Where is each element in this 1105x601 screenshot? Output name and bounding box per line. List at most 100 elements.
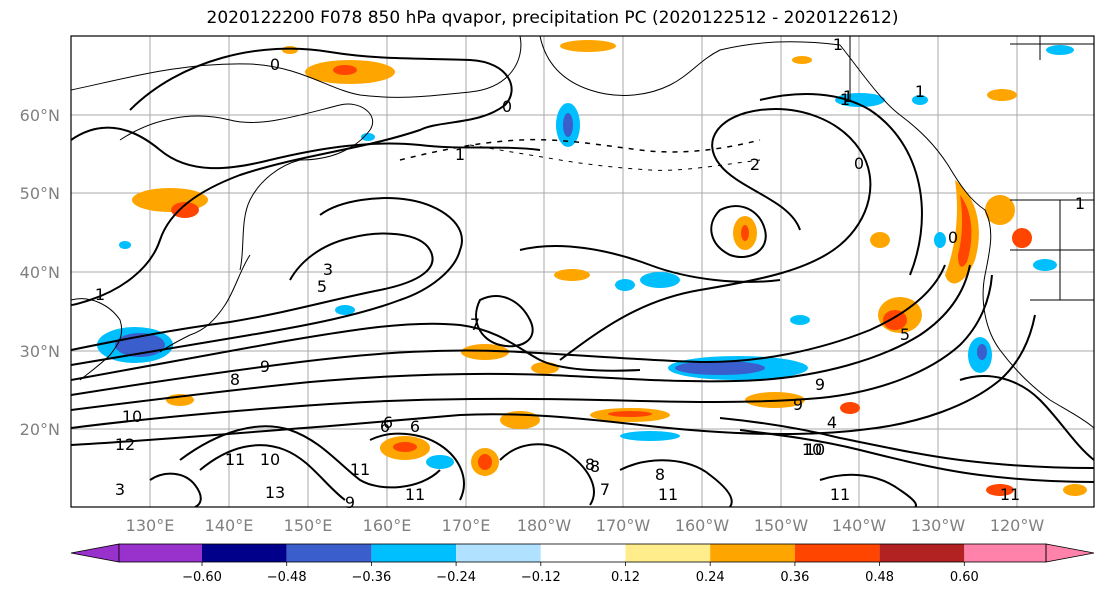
contour-line-6 (71, 264, 971, 411)
precip-positive-patch (461, 344, 509, 360)
latitude-label: 60°N (20, 106, 60, 125)
contour-value-label: 10 (122, 407, 142, 426)
precip-positive-core (883, 310, 907, 330)
longitude-labels: 130°E 140°E 150°E 160°E 170°E 180°W 170°W 160°W… (126, 516, 1045, 535)
colorbar-tick-label: 0.48 (865, 570, 894, 585)
contour-value-label: 12 (115, 435, 135, 454)
contour-value-label: 1 (840, 90, 850, 109)
contour-value-label: 1 (833, 35, 843, 54)
contour-value-label: 13 (265, 483, 285, 502)
longitude-label: 120°W (990, 516, 1045, 535)
longitude-label: 170°W (596, 516, 651, 535)
contour-line-18 (369, 432, 465, 501)
colorbar-tick-label: −0.60 (182, 570, 222, 585)
contour-line-2 (71, 232, 434, 351)
colorbar-tick-label: 0.12 (611, 570, 640, 585)
contour-value-label: 10 (805, 440, 825, 459)
contour-value-label: 10 (260, 450, 280, 469)
precip-negative-patch (426, 455, 454, 469)
contour-value-label: 8 (585, 455, 595, 474)
precip-positive-patch (560, 40, 616, 52)
precip-positive-patch (792, 56, 812, 64)
contour-value-label: 11 (658, 485, 678, 504)
precip-positive-core (741, 225, 749, 241)
contour-value-label: 8 (590, 457, 600, 476)
precip-shading (97, 40, 1087, 496)
contour-line-4 (71, 322, 641, 381)
contour-value-label: 2 (750, 155, 760, 174)
precip-positive-patch (1063, 484, 1087, 496)
colorbar-tick-label: −0.36 (351, 570, 391, 585)
latitude-labels: 60°N 50°N 40°N 30°N 20°N (20, 106, 60, 439)
coastline-north-america (839, 44, 1094, 429)
contour-value-label: 9 (793, 395, 803, 414)
contour-value-label: 3 (323, 260, 333, 279)
contour-value-label: 8 (230, 370, 240, 389)
contour-value-label: 1 (843, 87, 853, 106)
longitude-label: 140°E (205, 516, 254, 535)
longitude-label: 160°W (675, 516, 730, 535)
precip-negative-core (977, 344, 987, 360)
contour-value-label: 11 (405, 485, 425, 504)
precip-positive-core (840, 402, 860, 414)
colorbar-segment (794, 544, 880, 562)
colorbar-tick-label: 0.36 (780, 570, 809, 585)
contour-value-label: 6 (410, 417, 420, 436)
colorbar-extend-min (70, 543, 120, 563)
precip-negative-patch (640, 272, 680, 288)
precip-negative-core (563, 113, 573, 137)
precip-positive-band-core (958, 195, 972, 267)
contour-line-16 (475, 295, 534, 348)
colorbar-segment (202, 544, 287, 562)
contour-value-label: 7 (470, 315, 480, 334)
colorbar: −0.60 −0.48 −0.36 −0.24 −0.12 0.12 0.24 0.36 0.4… (70, 543, 1095, 585)
contour-value-label: 9 (815, 375, 825, 394)
contour-value-label: 1 (1075, 194, 1085, 213)
contour-value-label: 1 (915, 82, 925, 101)
precip-negative-patch (119, 241, 131, 249)
longitude-label: 150°W (754, 516, 809, 535)
contour-value-label: 9 (345, 493, 355, 512)
contour-line-23 (959, 375, 1094, 461)
precip-negative-patch (790, 315, 810, 325)
contour-value-label: 9 (260, 357, 270, 376)
colorbar-segment (371, 544, 457, 562)
precip-negative-patch (912, 95, 928, 105)
map-title: 2020122200 F078 850 hPa qvapor, precipit… (206, 8, 899, 28)
longitude-label: 180°W (517, 516, 572, 535)
contour-line-22 (149, 472, 202, 507)
contour-value-label: 0 (502, 97, 512, 116)
coastline-aleutians (469, 144, 761, 171)
contour-value-label: 11 (1000, 485, 1020, 504)
precip-positive-core (478, 454, 492, 470)
contour-line-10 (199, 444, 346, 501)
colorbar-segment (286, 544, 372, 562)
contour-value-label: 11 (830, 485, 850, 504)
precip-positive-core (171, 202, 199, 218)
colorbar-extend-max (1045, 543, 1095, 563)
contour-value-label: 6 (380, 417, 390, 436)
coastline-alaska-west (539, 36, 841, 96)
province-borders (1010, 36, 1094, 60)
colorbar-outline (118, 543, 1047, 563)
contour-line-17 (710, 205, 767, 258)
contour-value-label: 1 (95, 285, 105, 304)
precip-negative-patch (615, 279, 635, 291)
coastline-japan (159, 254, 251, 353)
state-borders (1010, 199, 1094, 301)
contour-value-label: 10 (802, 440, 822, 459)
longitude-label: 170°E (442, 516, 491, 535)
qvapor-contours (71, 47, 1094, 507)
colorbar-tick-label: −0.12 (521, 570, 561, 585)
precip-negative-patch (335, 305, 355, 315)
latitude-label: 50°N (20, 184, 60, 203)
longitude-label: 130°W (911, 516, 966, 535)
precip-positive-patch (870, 232, 890, 248)
contour-line-14 (519, 245, 781, 283)
colorbar-segment (879, 544, 965, 562)
colorbar-tick-label: 0.60 (950, 570, 979, 585)
contour-line-5 (71, 264, 946, 396)
precip-positive-core (1012, 228, 1032, 248)
contour-value-label: 11 (350, 460, 370, 479)
